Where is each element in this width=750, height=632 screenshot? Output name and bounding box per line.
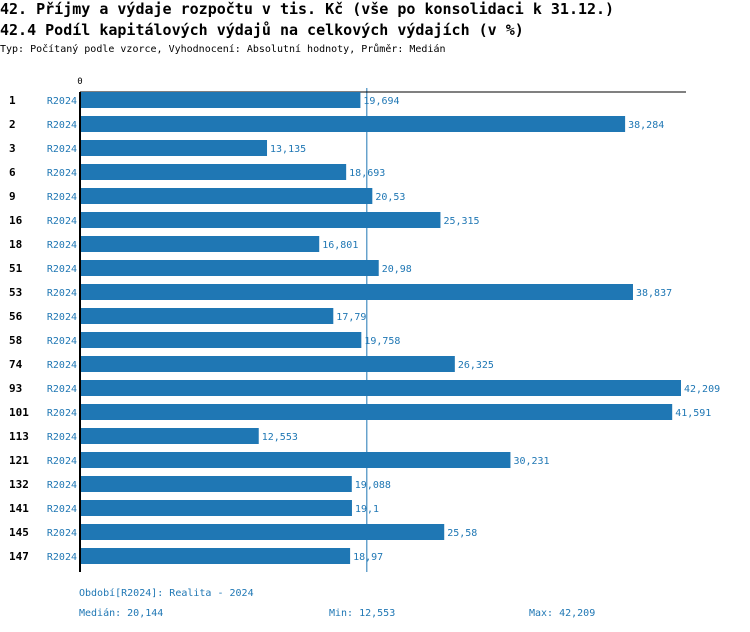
bar <box>80 116 626 132</box>
series-label: R2024 <box>47 360 77 371</box>
category-label: 141 <box>9 502 29 515</box>
value-label: 38,284 <box>628 120 664 131</box>
category-label: 53 <box>9 286 22 299</box>
category-label: 147 <box>9 550 29 563</box>
bar <box>80 524 445 540</box>
bar <box>80 500 352 516</box>
value-label: 26,325 <box>458 360 494 371</box>
bar <box>80 380 681 396</box>
series-label: R2024 <box>47 528 77 539</box>
series-label: R2024 <box>47 480 77 491</box>
category-label: 51 <box>9 262 23 275</box>
value-label: 30,231 <box>513 456 549 467</box>
series-label: R2024 <box>47 192 77 203</box>
bar <box>80 356 455 372</box>
series-label: R2024 <box>47 432 77 443</box>
chart-title: 42. Příjmy a výdaje rozpočtu v tis. Kč (… <box>0 0 615 18</box>
bar <box>80 260 379 276</box>
category-label: 1 <box>9 94 16 107</box>
category-label: 6 <box>9 166 16 179</box>
value-label: 18,97 <box>353 552 383 563</box>
series-label: R2024 <box>47 504 77 515</box>
bar <box>80 92 361 108</box>
series-label: R2024 <box>47 96 77 107</box>
value-label: 17,79 <box>336 312 366 323</box>
value-label: 13,135 <box>270 144 306 155</box>
value-label: 20,98 <box>382 264 412 275</box>
footer-max: Max: 42,209 <box>529 608 596 619</box>
value-label: 25,58 <box>447 528 477 539</box>
series-label: R2024 <box>47 408 77 419</box>
category-label: 3 <box>9 142 16 155</box>
chart-subtitle: 42.4 Podíl kapitálových výdajů na celkov… <box>0 21 524 39</box>
category-label: 9 <box>9 190 16 203</box>
series-label: R2024 <box>47 336 77 347</box>
value-label: 19,088 <box>355 480 391 491</box>
series-label: R2024 <box>47 384 77 395</box>
x-tick-label-0: 0 <box>77 77 82 87</box>
category-label: 74 <box>9 358 23 371</box>
series-label: R2024 <box>47 168 77 179</box>
series-label: R2024 <box>47 240 77 251</box>
bar <box>80 284 633 300</box>
category-label: 132 <box>9 478 29 491</box>
value-label: 12,553 <box>262 432 298 443</box>
category-label: 56 <box>9 310 23 323</box>
value-label: 20,53 <box>375 192 405 203</box>
bar <box>80 548 351 564</box>
category-label: 93 <box>9 382 22 395</box>
value-label: 16,801 <box>322 240 358 251</box>
value-label: 38,837 <box>636 288 672 299</box>
footer-median: Medián: 20,144 <box>79 608 164 619</box>
category-label: 121 <box>9 454 29 467</box>
category-label: 16 <box>9 214 23 227</box>
category-label: 18 <box>9 238 22 251</box>
bar <box>80 164 347 180</box>
bar <box>80 188 373 204</box>
bar <box>80 476 352 492</box>
value-label: 19,694 <box>363 96 399 107</box>
value-label: 42,209 <box>684 384 720 395</box>
category-label: 113 <box>9 430 29 443</box>
series-label: R2024 <box>47 312 77 323</box>
bar <box>80 308 334 324</box>
series-label: R2024 <box>47 288 77 299</box>
bar <box>80 404 673 420</box>
value-label: 19,758 <box>364 336 400 347</box>
chart-info: Typ: Počítaný podle vzorce, Vyhodnocení:… <box>0 44 446 55</box>
category-label: 145 <box>9 526 29 539</box>
bar <box>80 452 511 468</box>
bar <box>80 428 259 444</box>
series-label: R2024 <box>47 552 77 563</box>
bar <box>80 140 268 156</box>
bar <box>80 212 441 228</box>
series-label: R2024 <box>47 144 77 155</box>
bar <box>80 332 362 348</box>
series-label: R2024 <box>47 120 77 131</box>
footer-min: Min: 12,553 <box>329 608 396 619</box>
value-label: 41,591 <box>675 408 711 419</box>
series-label: R2024 <box>47 264 77 275</box>
series-label: R2024 <box>47 456 77 467</box>
value-label: 18,693 <box>349 168 385 179</box>
value-label: 19,1 <box>355 504 379 515</box>
series-label: R2024 <box>47 216 77 227</box>
footer-period: Období[R2024]: Realita - 2024 <box>79 588 254 599</box>
category-label: 101 <box>9 406 29 419</box>
category-label: 58 <box>9 334 22 347</box>
value-label: 25,315 <box>443 216 479 227</box>
bar <box>80 236 320 252</box>
category-label: 2 <box>9 118 16 131</box>
